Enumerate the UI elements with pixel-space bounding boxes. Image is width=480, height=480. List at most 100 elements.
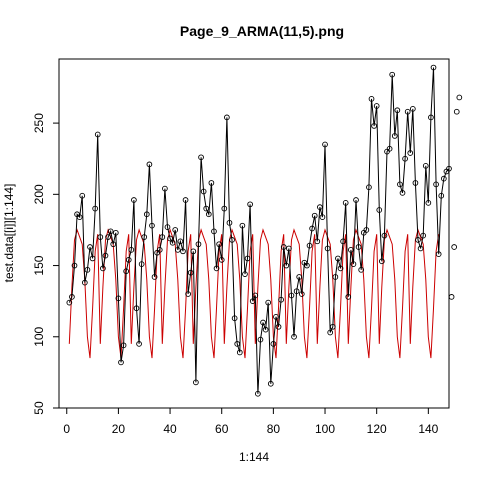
data-point-observed [278,296,284,303]
data-point-observed [247,201,253,208]
data-point-observed [394,107,401,114]
data-point-observed [138,261,145,267]
data-point-observed [100,265,106,272]
data-point-observed [110,241,117,248]
data-point-observed [128,247,135,253]
data-point-observed [397,181,403,188]
data-point-observed [319,214,326,220]
data-point-observed [257,336,264,343]
data-point-observed [102,252,109,259]
data-point-observed [412,180,419,186]
data-point-observed [216,241,222,248]
data-point-observed [92,205,99,212]
data-point-observed [420,232,427,239]
data-point-observed [433,181,439,188]
data-point-observed [107,228,114,235]
data-point-observed [280,244,287,250]
data-point-observed [425,200,432,206]
data-point-observed [167,235,173,242]
data-point-observed [407,150,414,156]
data-point-observed [286,245,292,252]
data-point-observed [133,305,140,312]
data-point-observed [172,227,179,233]
data-point-observed [177,238,184,245]
data-point-observed [430,64,437,71]
data-point-observed [366,184,372,191]
x-tick-label: 0 [63,422,70,436]
data-point-observed [404,108,411,115]
data-point-observed [270,341,277,347]
data-point-observed [391,133,398,139]
x-tick-label: 140 [418,422,438,436]
y-tick-label: 100 [32,326,46,346]
x-tick-label: 80 [267,422,281,436]
data-point-observed [435,251,442,258]
data-point-observed [381,232,388,239]
data-point-observed [81,279,88,286]
chart-title: Page_9_ARMA(11,5).png [180,23,344,39]
data-point-observed [239,222,246,229]
data-point-observed [151,274,158,280]
data-point-observed [249,298,256,305]
data-point-observed [322,141,328,148]
data-point-observed [185,291,191,297]
data-point-observed [213,265,220,272]
data-point-observed [224,114,230,121]
data-point-observed [451,244,458,250]
data-point-observed [335,255,341,262]
data-point-observed [193,379,199,386]
data-point-observed [273,313,279,320]
data-point-observed [94,131,101,138]
data-point-observed [409,106,416,112]
y-tick-label: 200 [32,184,46,204]
data-point-observed [337,265,344,272]
data-point-observed [291,333,297,340]
data-point-observed [288,292,295,299]
data-point-observed [324,245,331,252]
data-point-observed [255,390,261,397]
data-point-observed [226,219,233,226]
data-point-observed [149,222,155,229]
y-tick-label: 150 [32,255,46,275]
y-axis-title: test.data[[i]][1:144] [2,184,16,283]
data-point-observed [399,190,406,196]
data-point-observed [208,180,215,186]
data-point-observed [187,269,194,276]
data-point-observed [234,341,241,347]
data-point-observed [84,266,91,273]
data-point-observed [229,237,235,243]
data-point-observed [141,234,148,240]
data-point-observed [69,294,75,300]
data-point-observed [174,247,181,253]
data-point-observed [118,359,124,366]
data-point-observed [159,234,166,240]
data-point-observed [143,211,150,218]
data-point-observed [260,319,266,326]
data-point-observed [332,274,339,280]
data-point-observed [156,247,163,253]
data-point-observed [89,255,96,262]
data-point-observed [296,274,303,280]
data-point-observed [402,155,408,162]
data-point-observed [371,123,377,129]
data-point-observed [190,248,197,255]
data-point-observed [164,224,171,230]
series-layer [66,64,463,397]
data-point-observed [76,214,83,220]
data-point-observed [342,200,349,206]
data-point-observed [162,185,168,192]
data-point-observed [180,248,186,255]
data-point-observed [231,315,238,322]
data-point-observed [195,241,202,248]
data-point-observed [87,244,93,250]
data-point-observed [120,342,127,349]
data-point-observed [329,323,336,330]
data-point-observed [368,96,375,102]
data-point-observed [304,262,310,269]
data-point-observed [115,295,122,302]
data-point-observed [265,299,272,306]
data-point-observed [275,323,282,330]
data-point-observed [306,242,313,249]
series-line-observed [68,67,449,394]
